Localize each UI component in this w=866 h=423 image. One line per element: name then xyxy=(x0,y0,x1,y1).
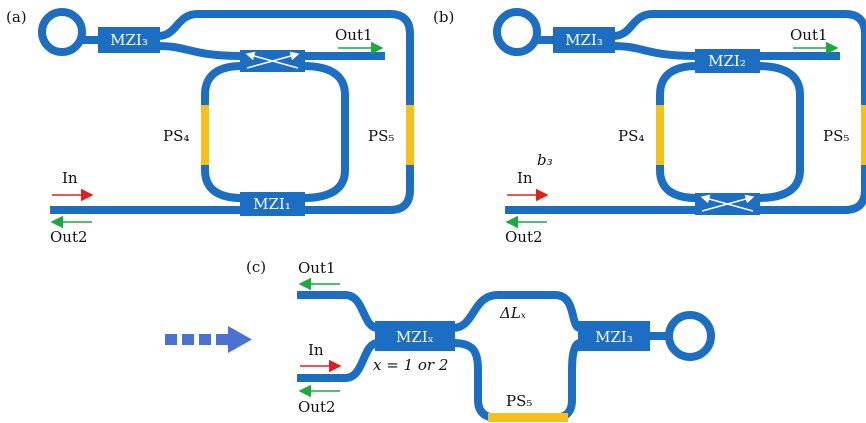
port-label: Out2 xyxy=(505,228,543,246)
mzi-box xyxy=(98,27,160,53)
mzi-box xyxy=(578,321,650,351)
port-label: Out2 xyxy=(50,228,88,246)
waveguide xyxy=(656,62,698,202)
phase-shifter xyxy=(406,105,414,165)
loop xyxy=(493,8,541,56)
cross xyxy=(245,51,299,69)
panel-tag: (b) xyxy=(433,8,454,26)
port-label: In xyxy=(62,169,78,187)
panel-b: MZI₃ MZI₂ (b) Out1 b₃ PS₄ PS₅ In Out2 xyxy=(433,8,866,246)
waveguide xyxy=(297,339,379,382)
waveguide xyxy=(612,42,698,60)
phase-shifter xyxy=(656,105,664,165)
condition: x = 1 or 2 xyxy=(373,356,448,374)
port-label: Out1 xyxy=(298,259,336,277)
port-label: Out2 xyxy=(298,398,336,416)
waveguide xyxy=(612,10,866,214)
panel-c: MZIₓ MZI₃ (c) Out1 In Out2 x = 1 or 2 ΔL… xyxy=(165,258,715,422)
port-label: Out1 xyxy=(790,26,828,44)
mzi-box xyxy=(240,192,305,216)
loop xyxy=(38,8,86,56)
ps-label: PS₄ xyxy=(618,127,644,145)
mzi-box xyxy=(375,321,455,351)
port-label: Out1 xyxy=(335,26,373,44)
waveguide xyxy=(157,10,414,214)
mzi-label: MZI₃ xyxy=(110,31,148,49)
waveguide xyxy=(297,291,379,332)
waveguide xyxy=(201,62,243,202)
dashed-arrow xyxy=(165,326,252,353)
mzi-box xyxy=(553,27,615,53)
note: b₃ xyxy=(537,151,553,169)
mzi-label: MZI₃ xyxy=(595,328,633,346)
panel-a: MZI₃ MZI₁ (a) Out1 PS₄ PS₅ In Out2 xyxy=(6,8,414,246)
phase-shifter xyxy=(488,413,568,422)
cross xyxy=(700,194,754,212)
waveguide xyxy=(757,62,804,202)
loop xyxy=(665,311,715,361)
waveguide xyxy=(157,42,243,60)
phase-shifter xyxy=(861,105,866,165)
waveguide xyxy=(302,62,349,202)
mzi-label: MZI₂ xyxy=(708,52,746,70)
port-label: In xyxy=(308,341,324,359)
ps-label: PS₅ xyxy=(823,127,849,145)
phase-shifter xyxy=(201,105,209,165)
panel-tag: (a) xyxy=(6,8,27,26)
waveguide xyxy=(452,291,582,332)
mzi-label: MZI₃ xyxy=(565,31,603,49)
mzi-label: MZI₁ xyxy=(253,195,291,213)
panel-tag: (c) xyxy=(246,258,266,276)
mzi-box xyxy=(695,49,760,73)
delta-label: ΔLₓ xyxy=(499,304,527,322)
ps-label: PS₅ xyxy=(368,127,394,145)
ps-label: PS₄ xyxy=(163,127,189,145)
mzi-label: MZIₓ xyxy=(396,328,434,346)
port-label: In xyxy=(517,169,533,187)
ps-label: PS₅ xyxy=(506,392,532,410)
